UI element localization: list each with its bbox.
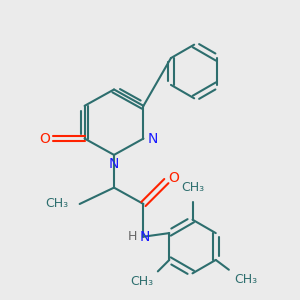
Text: CH₃: CH₃ (45, 197, 68, 211)
Text: N: N (140, 230, 150, 244)
Text: H: H (127, 230, 137, 243)
Text: CH₃: CH₃ (181, 181, 204, 194)
Text: N: N (109, 157, 119, 171)
Text: CH₃: CH₃ (130, 274, 153, 288)
Text: O: O (168, 171, 179, 185)
Text: N: N (147, 131, 158, 146)
Text: O: O (39, 131, 50, 146)
Text: CH₃: CH₃ (234, 273, 257, 286)
